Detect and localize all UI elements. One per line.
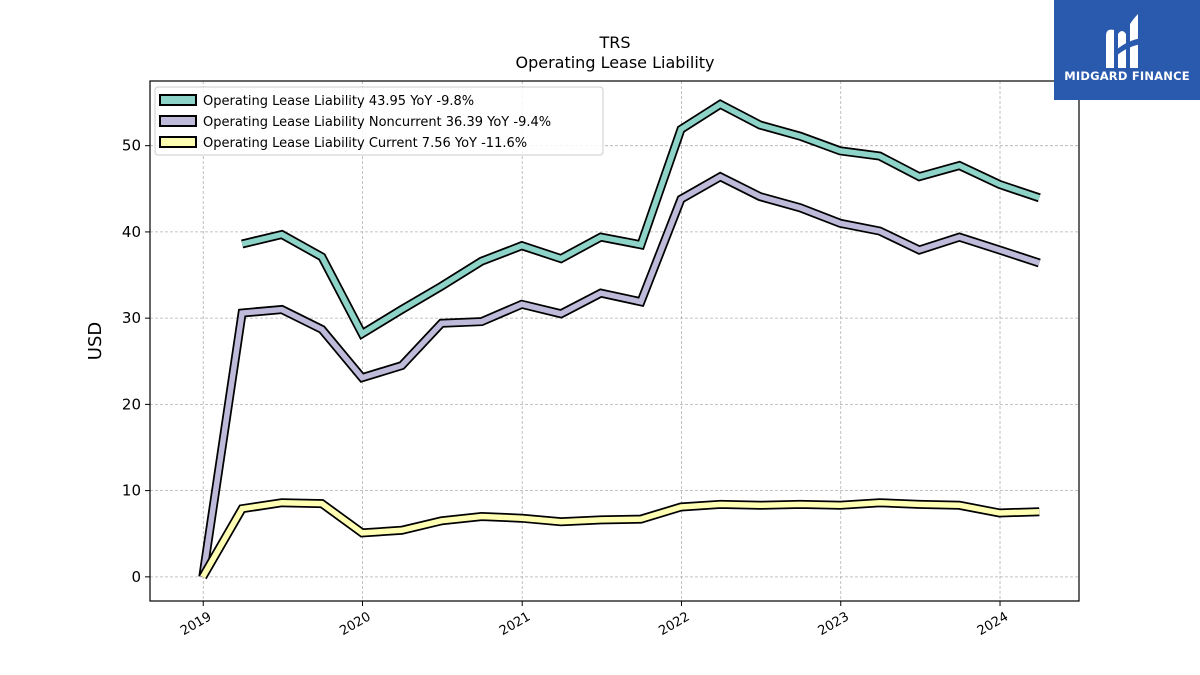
y-tick-label: 20	[122, 395, 141, 413]
x-tick-label: 2024	[975, 609, 1011, 639]
x-tick-label: 2022	[656, 609, 692, 639]
legend-swatch	[159, 136, 197, 148]
y-axis: 0 10 20 30 40 50	[122, 137, 150, 586]
series-1	[241, 99, 1041, 341]
series-3	[198, 498, 1040, 580]
legend-label: Operating Lease Liability 43.95 YoY -9.8…	[203, 94, 474, 109]
legend-item: Operating Lease Liability Current 7.56 Y…	[159, 136, 527, 151]
midgard-finance-logo: MIDGARD FINANCE	[1054, 0, 1200, 100]
x-tick-label: 2021	[497, 609, 533, 639]
grid	[150, 81, 1079, 601]
y-tick-label: 50	[122, 137, 141, 155]
plot-frame	[149, 80, 1080, 602]
legend-box	[154, 86, 604, 156]
series-line	[200, 173, 1041, 578]
legend: Operating Lease Liability 43.95 YoY -9.8…	[154, 86, 604, 156]
y-axis-label: USD	[85, 322, 106, 360]
series-lines	[198, 99, 1041, 580]
x-tick-label: 2023	[816, 609, 852, 639]
x-tick-label: 2020	[337, 609, 373, 639]
legend-item: Operating Lease Liability 43.95 YoY -9.8…	[159, 94, 474, 109]
y-tick-label: 10	[122, 482, 141, 500]
legend-item: Operating Lease Liability Noncurrent 36.…	[159, 115, 551, 130]
logo-text: MIDGARD FINANCE	[1064, 69, 1190, 83]
chart-title: TRS	[598, 33, 630, 52]
legend-swatch	[159, 94, 197, 106]
series-line	[200, 499, 1040, 579]
series-2	[198, 171, 1041, 578]
x-tick-label: 2019	[178, 609, 214, 639]
x-axis: 2019 2020 2021 2022 2023 2024	[178, 601, 1011, 639]
legend-label: Operating Lease Liability Noncurrent 36.…	[203, 115, 551, 130]
chart-subtitle: Operating Lease Liability	[515, 53, 714, 72]
y-tick-label: 0	[131, 568, 141, 586]
y-tick-label: 40	[122, 223, 141, 241]
series-line	[241, 101, 1041, 338]
legend-swatch	[159, 115, 197, 127]
series-line-outline	[198, 498, 1040, 580]
midgard-logo-icon	[1106, 14, 1142, 69]
y-tick-label: 30	[122, 309, 141, 327]
legend-label: Operating Lease Liability Current 7.56 Y…	[203, 136, 527, 151]
